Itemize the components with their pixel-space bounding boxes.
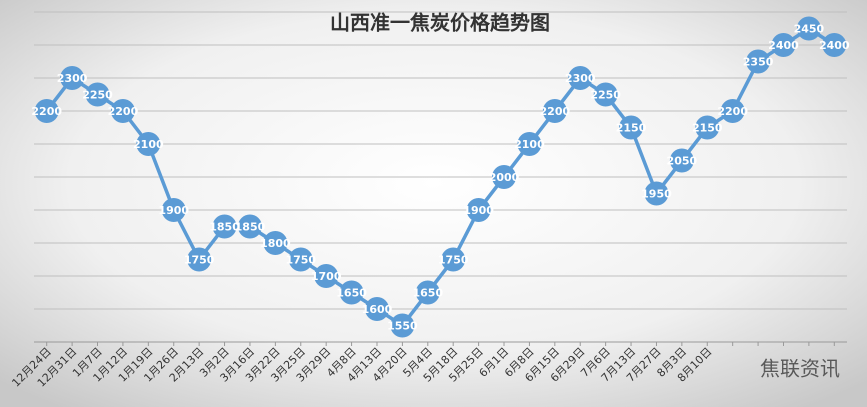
point: [619, 115, 644, 140]
point: [212, 214, 237, 239]
data-label: 2250: [82, 89, 113, 102]
data-label: 1650: [412, 287, 443, 300]
data-label: 2250: [590, 89, 621, 102]
data-label: 2150: [616, 122, 647, 135]
point: [746, 49, 771, 74]
data-label: 1550: [387, 320, 418, 333]
point: [568, 66, 593, 90]
point: [466, 198, 491, 222]
point: [822, 33, 847, 57]
data-label: 1700: [311, 270, 342, 283]
point: [720, 99, 745, 123]
point: [492, 165, 517, 189]
data-label: 1900: [463, 204, 494, 217]
point: [644, 181, 669, 206]
data-label: 2100: [133, 138, 164, 151]
data-label: 2400: [768, 39, 799, 52]
point: [237, 214, 262, 239]
data-label: 1600: [362, 303, 393, 316]
watermark: 焦联资讯: [760, 357, 840, 381]
data-label: 1650: [336, 287, 367, 300]
data-label: 1750: [285, 254, 316, 267]
point: [136, 132, 161, 156]
data-label: 1900: [158, 204, 189, 217]
point: [695, 115, 720, 140]
point: [517, 132, 542, 156]
point: [593, 82, 618, 107]
data-label: 1850: [209, 221, 240, 234]
data-label: 2300: [565, 72, 596, 85]
point: [669, 148, 694, 173]
data-label: 2400: [819, 39, 850, 52]
data-label: 1750: [438, 254, 469, 267]
data-label: 2350: [743, 56, 774, 69]
data-label: 2050: [667, 155, 698, 168]
chart-title: 山西准一焦炭价格趋势图: [330, 11, 550, 35]
data-label: 1850: [235, 221, 266, 234]
data-label: 1750: [184, 254, 215, 267]
point: [542, 99, 567, 123]
point: [441, 247, 466, 272]
data-label: 2100: [514, 138, 545, 151]
point: [415, 280, 440, 305]
data-label: 2200: [540, 105, 571, 118]
data-label: 1800: [260, 237, 291, 250]
point: [34, 99, 59, 123]
data-label: 2200: [31, 105, 62, 118]
data-label: 2450: [794, 23, 825, 36]
point: [364, 297, 389, 321]
data-label: 2200: [108, 105, 139, 118]
data-label: 2300: [57, 72, 88, 85]
data-label: 1950: [641, 188, 672, 201]
point: [110, 99, 135, 123]
data-label: 2200: [717, 105, 748, 118]
point: [187, 247, 212, 272]
point: [796, 16, 821, 41]
point: [263, 231, 288, 255]
point: [339, 280, 364, 305]
data-label: 2000: [489, 171, 520, 184]
data-label: 2150: [692, 122, 723, 135]
point: [390, 313, 415, 338]
point: [161, 198, 186, 222]
point: [771, 33, 796, 57]
point: [314, 264, 339, 288]
point: [85, 82, 110, 107]
point: [60, 66, 85, 90]
point: [288, 247, 313, 272]
